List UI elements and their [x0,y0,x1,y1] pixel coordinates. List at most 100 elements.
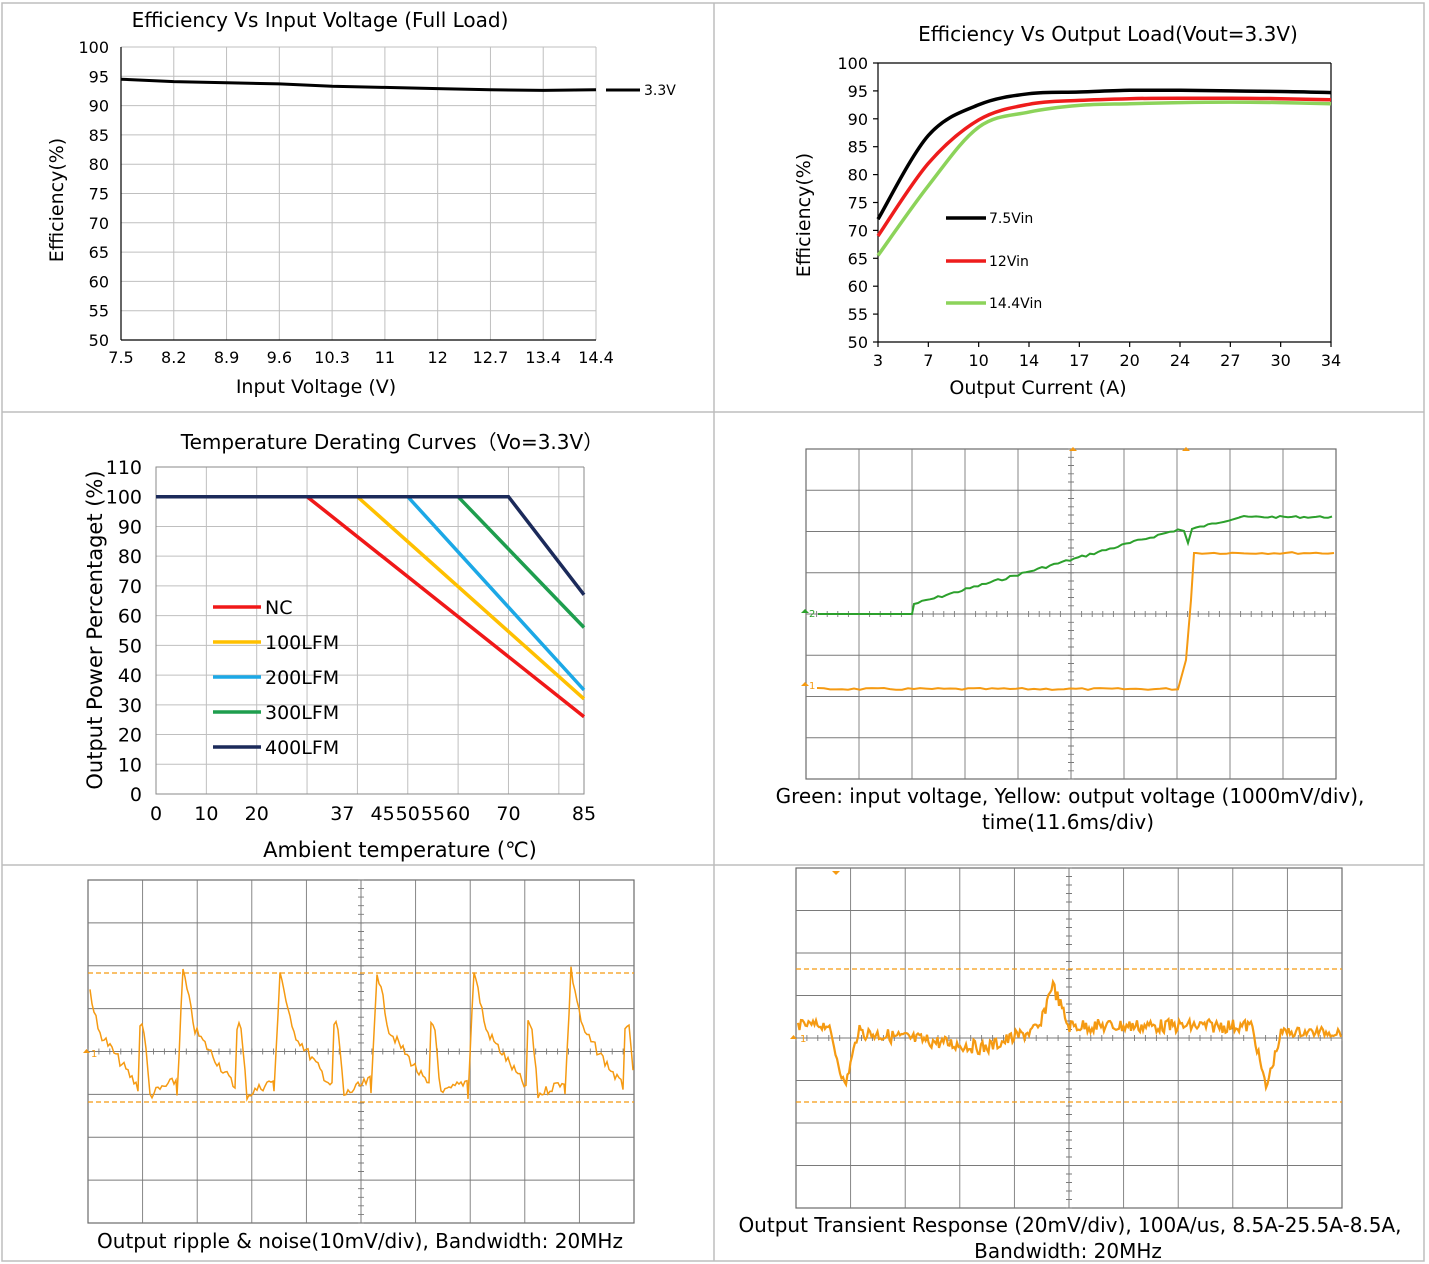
ripple-noise-scope: 1 Output ripple & noise(10mV/div), Bandw… [83,879,635,1253]
legend-label-7.5Vin: 7.5Vin [989,211,1033,227]
x-tick-label: 3 [873,351,883,370]
legend-label-400LFM: 400LFM [265,737,339,759]
x-tick-label: 27 [1220,351,1240,370]
channel-2-marker: 2 [809,609,815,620]
x-tick-label: 10 [968,351,988,370]
x-tick-label: 12 [427,348,447,367]
temperature-derating-chart: Temperature Derating Curves（Vo=3.3V） 0 10… [83,430,603,862]
legend-label-NC: NC [265,597,292,619]
x-tick-label: 24 [1170,351,1190,370]
chart-legend: 3.3V [606,83,676,99]
chart-grid [155,466,584,795]
x-tick-label: 11 [375,348,395,367]
input-voltage-trace-green [818,514,1333,615]
y-tick-label: 90 [89,97,109,116]
y-tick-label: 50 [118,635,142,657]
series-line-12Vin [876,96,1332,237]
scope-caption: Output ripple & noise(10mV/div), Bandwid… [97,1229,623,1253]
trigger-position-marker [832,871,840,875]
y-tick-label: 95 [848,82,868,101]
channel-1-marker: 1 [809,681,815,692]
y-tick-labels: 50 55 60 65 70 75 80 85 90 95 100 [78,38,109,350]
channel-2-level-marker [801,609,809,613]
y-tick-label: 70 [89,214,109,233]
series-line-14.4Vin [876,100,1332,257]
y-tick-label: 30 [118,695,142,717]
x-tick-label: 13.4 [525,348,561,367]
y-tick-label: 90 [848,110,868,129]
chart-title: Temperature Derating Curves（Vo=3.3V） [180,430,603,454]
channel-1-marker: 1 [800,1034,806,1045]
x-tick-label: 10 [194,803,218,825]
scope-traces [801,447,1335,691]
y-tick-label: 70 [118,576,142,598]
x-tick-label: 17 [1069,351,1089,370]
y-tick-labels: 50 55 60 65 70 75 80 85 90 95 100 [837,54,868,352]
series-line-7.5Vin [876,88,1332,221]
legend-label-12Vin: 12Vin [989,254,1029,270]
y-tick-label: 10 [118,754,142,776]
y-tick-label: 80 [89,155,109,174]
trigger-delay-marker [1182,447,1190,451]
y-tick-label: 60 [848,277,868,296]
x-tick-labels: 3 7 10 14 17 20 24 27 30 34 [873,351,1341,370]
legend-label-100LFM: 100LFM [265,632,339,654]
y-tick-label: 60 [89,272,109,291]
channel-1-marker: 1 [91,1049,97,1060]
x-tick-label: 20 [1119,351,1139,370]
y-tick-label: 75 [89,185,109,204]
y-tick-label: 50 [89,331,109,350]
chart-title: Efficiency Vs Output Load(Vout=3.3V) [918,22,1298,46]
y-tick-label: 65 [89,243,109,262]
x-tick-label: 30 [1270,351,1290,370]
x-tick-label: 8.2 [161,348,186,367]
y-tick-label: 40 [118,665,142,687]
x-tick-label: 0 [150,803,162,825]
scope-grid [87,879,635,1224]
x-tick-label: 9.6 [267,348,292,367]
y-tick-label: 80 [118,546,142,568]
x-tick-label: 60 [446,803,470,825]
legend-label-200LFM: 200LFM [265,667,339,689]
y-tick-label: 75 [848,194,868,213]
y-tick-label: 60 [118,606,142,628]
x-tick-label: 85 [572,803,596,825]
chart-legend: 7.5Vin 12Vin 14.4Vin [946,211,1042,312]
x-tick-label: 14 [1019,351,1039,370]
y-axis-label: Efficiency(%) [793,153,815,277]
y-tick-label: 85 [89,126,109,145]
scope-grid [805,448,1337,780]
x-tick-label: 55 [421,803,445,825]
x-tick-label: 34 [1321,351,1341,370]
x-tick-label: 70 [496,803,520,825]
channel-1-level-marker [83,1049,90,1053]
startup-waveform-scope: 2 1 Green: input voltage, Yellow: output… [776,447,1364,834]
y-tick-label: 90 [118,516,142,538]
x-tick-labels: 7.5 8.2 8.9 9.6 10.3 11 12 12.7 13.4 14.4 [108,348,614,367]
y-tick-label: 80 [848,166,868,185]
y-tick-label: 110 [106,457,142,479]
chart-legend: NC 100LFM 200LFM 300LFM 400LFM [213,597,339,759]
scope-traces [790,871,1343,1103]
legend-label-3.3V: 3.3V [644,83,676,99]
x-tick-label: 50 [396,803,420,825]
series-lines [876,88,1332,257]
y-axis-label: Output Power Percentaget (%) [83,470,107,789]
y-tick-label: 65 [848,249,868,268]
ripple-noise-trace [89,966,634,1103]
scope-caption-line-2: time(11.6ms/div) [982,810,1154,834]
legend-label-300LFM: 300LFM [265,702,339,724]
trigger-position-marker [1069,447,1077,451]
chart-axes [120,47,596,341]
x-tick-label: 10.3 [314,348,350,367]
channel-1-level-marker [801,682,809,686]
transient-response-scope: 1 Output Transient Response (20mV/div), … [738,867,1402,1263]
y-tick-label: 70 [848,221,868,240]
efficiency-vs-output-load-chart: Efficiency Vs Output Load(Vout=3.3V) 505… [793,22,1341,399]
x-tick-label: 20 [245,803,269,825]
x-tick-labels: 0 10 20 37 45 50 55 60 70 85 [150,803,596,825]
y-tick-label: 100 [106,487,142,509]
series-line-3.3V [120,77,597,92]
